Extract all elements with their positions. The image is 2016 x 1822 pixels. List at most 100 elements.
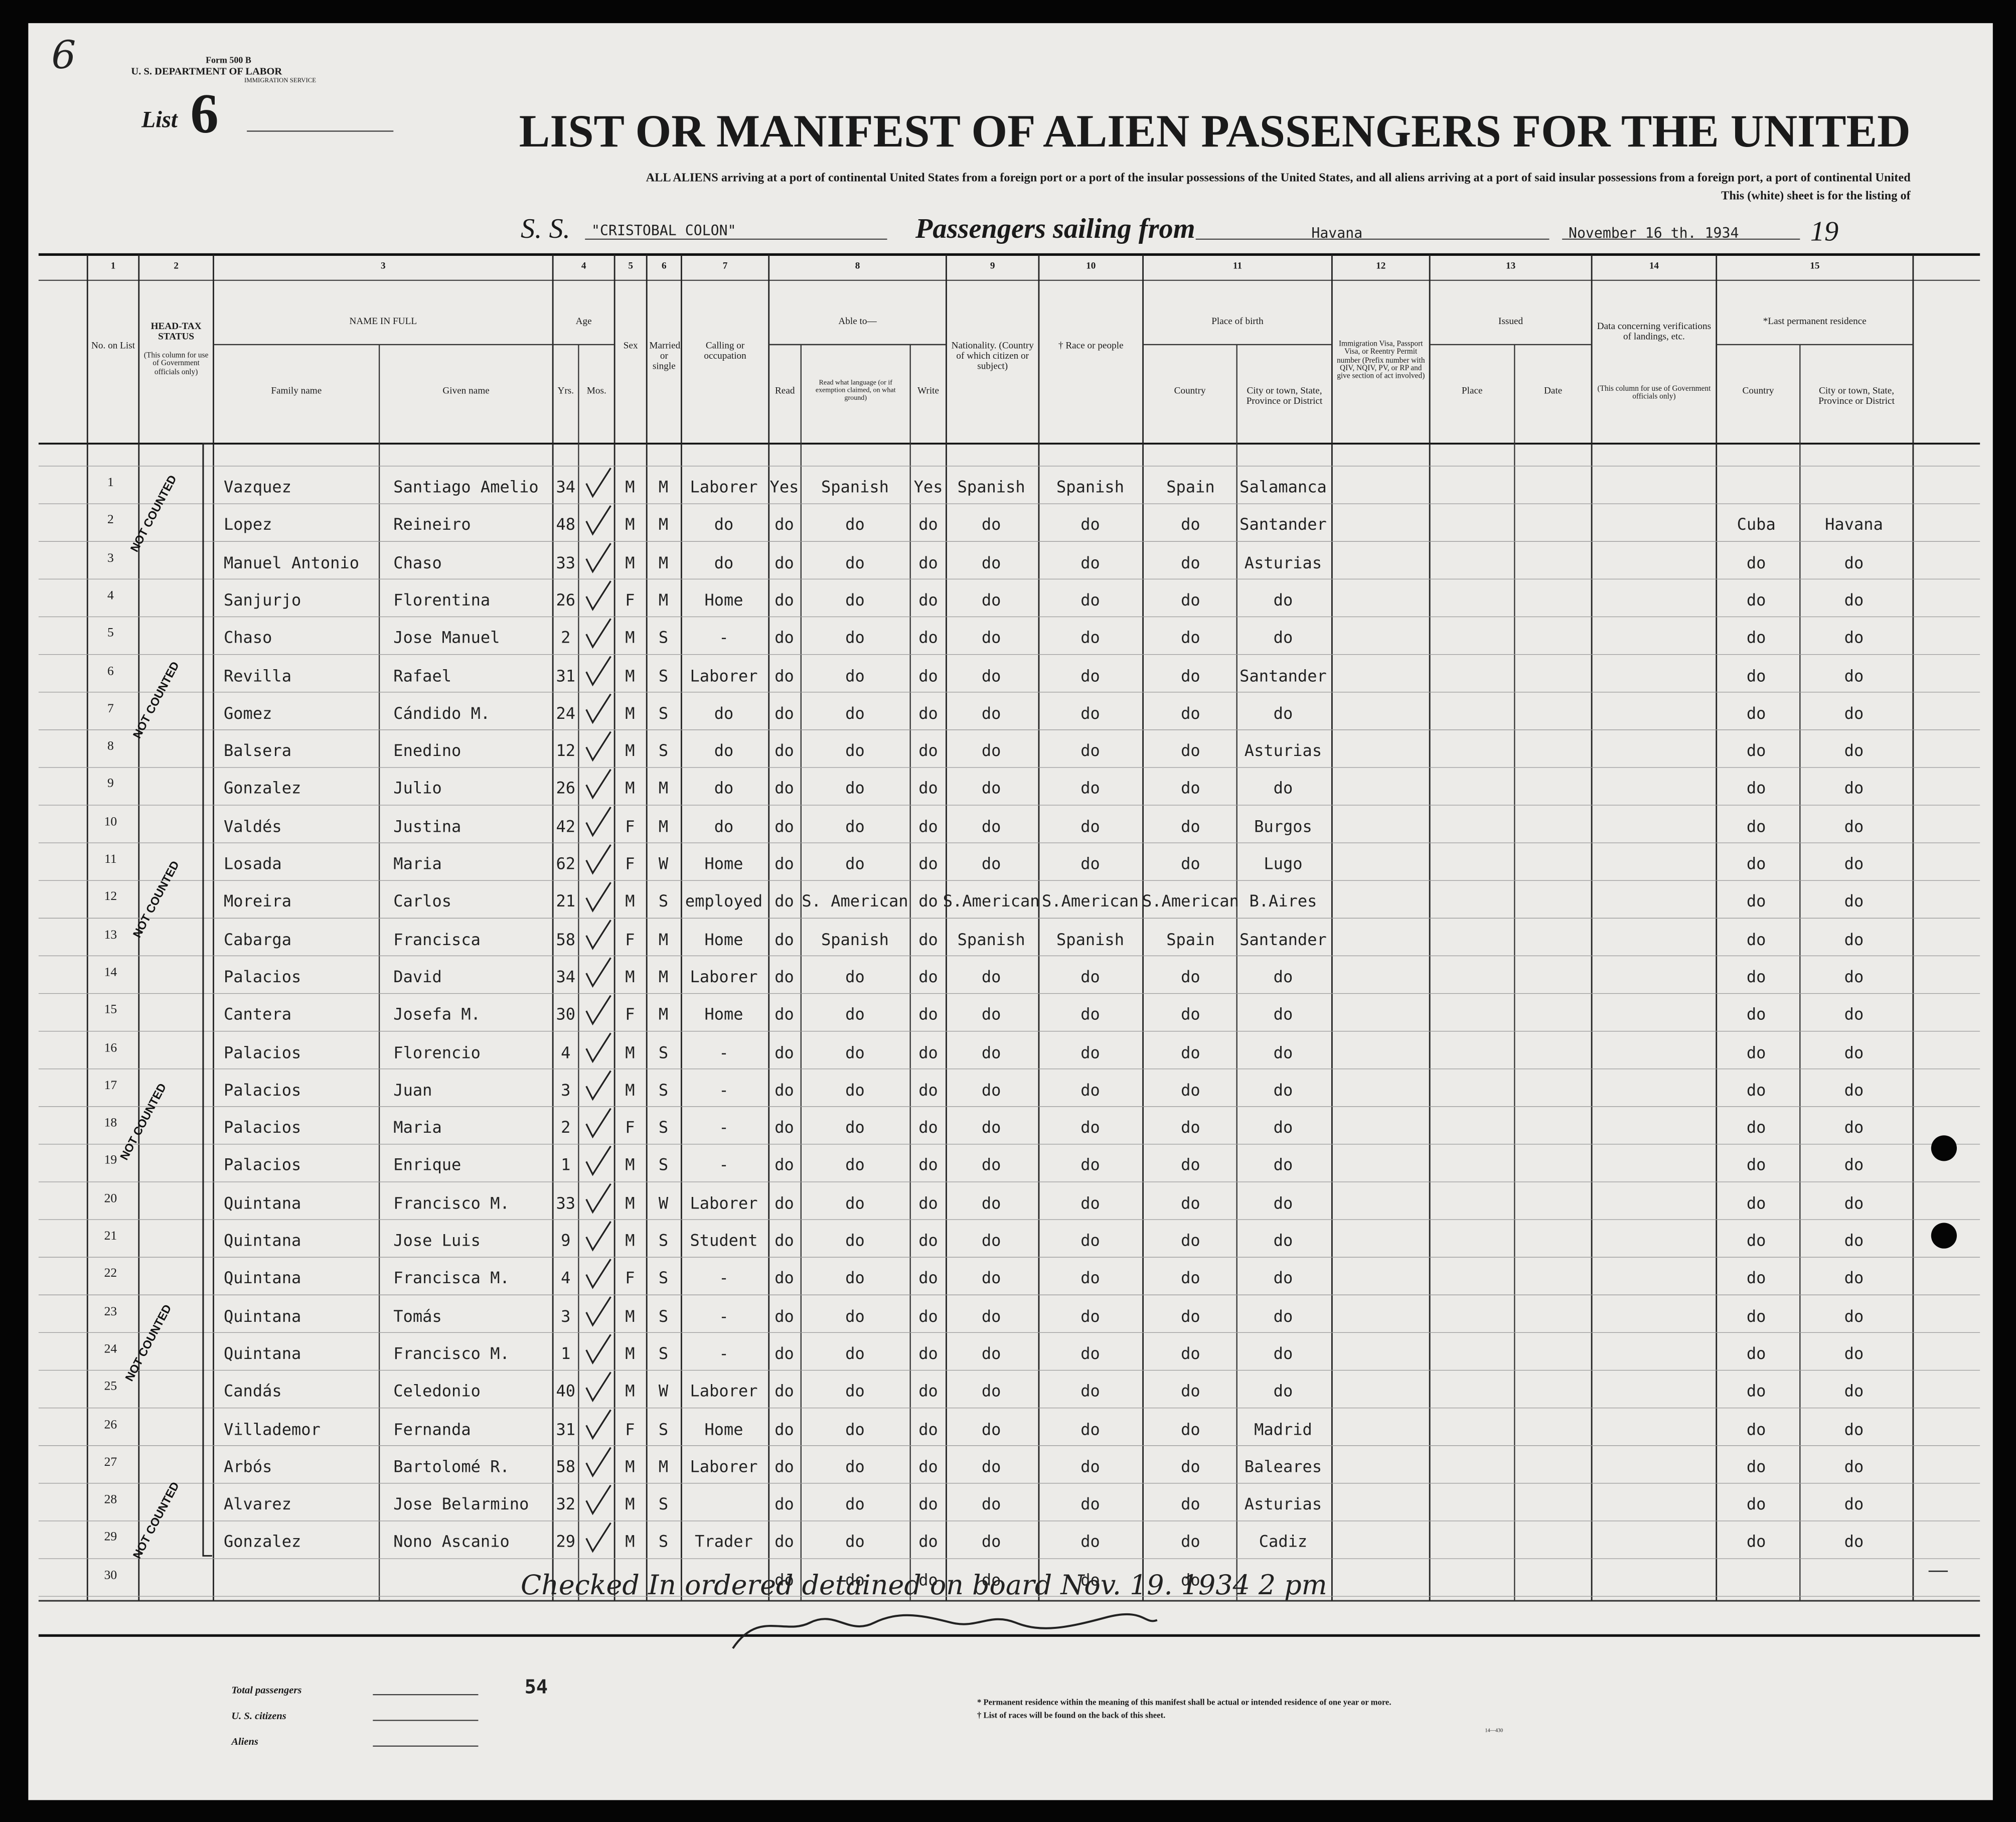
- ship-label: S. S.: [521, 212, 570, 244]
- cell-write: do: [918, 816, 938, 836]
- column-note: (This column for use of Government offic…: [143, 352, 209, 376]
- cell-write: do: [918, 1268, 938, 1288]
- cell-birth-country: do: [1181, 552, 1200, 572]
- column-subtitle: Given name: [442, 384, 490, 396]
- cell-birth-country: do: [1181, 1192, 1200, 1212]
- cell-birth-city: do: [1273, 1117, 1293, 1137]
- checkmark: [585, 806, 611, 837]
- cell-status: M: [658, 590, 669, 610]
- cell-language: Spanish: [821, 477, 889, 497]
- cell-sex: F: [625, 816, 635, 836]
- checkmark: [585, 1145, 611, 1176]
- cell-occupation: Home: [704, 1419, 743, 1438]
- cell-language: do: [845, 1494, 865, 1514]
- checkmark: [585, 1372, 611, 1403]
- cell-birth-city: do: [1273, 1381, 1293, 1401]
- cell-occupation: Home: [704, 590, 743, 610]
- cell-occupation: Student: [690, 1230, 758, 1250]
- cell-occupation: do: [714, 778, 734, 798]
- cell-given: Enrique: [393, 1155, 461, 1175]
- cell-family: Candás: [223, 1381, 282, 1401]
- row-number: 3: [107, 551, 114, 565]
- cell-family: Palacios: [223, 1117, 301, 1137]
- cell-birth-country: do: [1181, 740, 1200, 761]
- cell-sex: F: [625, 1004, 635, 1024]
- checkmark: [585, 693, 611, 724]
- cell-res-city: do: [1844, 552, 1864, 572]
- cell-res-country: do: [1746, 778, 1766, 798]
- year-label: 19: [1810, 215, 1839, 247]
- cell-status: M: [658, 552, 669, 572]
- checkmark: [585, 1484, 611, 1515]
- cell-birth-country: Spain: [1166, 929, 1215, 949]
- column-subtitle: Country: [1174, 384, 1206, 396]
- cell-write: do: [918, 1532, 938, 1552]
- cell-given: Justina: [393, 816, 461, 836]
- cell-given: Cándido M.: [393, 703, 491, 722]
- cell-occupation: Home: [704, 853, 743, 873]
- column-title: Data concerning verifications of landing…: [1597, 320, 1712, 342]
- column-subtitle: City or town, State, Province or Distric…: [1246, 384, 1323, 406]
- checkmark: [585, 1183, 611, 1214]
- cell-nationality: do: [981, 1456, 1001, 1476]
- cell-write: do: [918, 590, 938, 610]
- cell-read: do: [774, 1230, 794, 1250]
- cell-race: Spanish: [1056, 929, 1125, 949]
- cell-language: do: [845, 1306, 865, 1325]
- checkmark: [585, 468, 611, 498]
- cell-race: do: [1080, 1192, 1100, 1212]
- cell-read: do: [774, 1004, 794, 1024]
- cell-birth-country: do: [1181, 590, 1200, 610]
- column-subtitle: Write: [917, 384, 940, 396]
- cell-sex: M: [625, 1192, 635, 1212]
- cell-yrs: 58: [556, 1456, 576, 1476]
- cell-res-city: do: [1844, 665, 1864, 685]
- checkmark: [585, 1032, 611, 1064]
- cell-write: do: [918, 703, 938, 722]
- column-title: Issued: [1498, 315, 1523, 327]
- cell-status: M: [658, 1004, 669, 1024]
- handwritten-annotation: Checked In ordered detained on board Nov…: [521, 1570, 1327, 1601]
- checkmark: [585, 505, 611, 536]
- cell-res-city: do: [1844, 929, 1864, 949]
- cell-status: S: [658, 1155, 669, 1175]
- cell-given: Florentina: [393, 590, 491, 610]
- cell-family: Palacios: [223, 1042, 301, 1061]
- cell-res-country: do: [1746, 628, 1766, 647]
- checkmark: [585, 1070, 611, 1101]
- cell-read: do: [774, 740, 794, 761]
- row-number: 22: [104, 1267, 117, 1281]
- cell-res-country: do: [1746, 929, 1766, 949]
- cell-nationality: do: [981, 1268, 1001, 1288]
- row-number: 7: [107, 701, 114, 716]
- cell-read: do: [774, 1419, 794, 1438]
- cell-read: do: [774, 628, 794, 647]
- title: LIST OR MANIFEST OF ALIEN PASSENGERS FOR…: [519, 105, 1911, 157]
- column-number: 13: [1506, 259, 1516, 271]
- column-number: 5: [628, 259, 634, 271]
- checkmark: [585, 543, 611, 573]
- cell-yrs: 48: [556, 515, 576, 534]
- cell-nationality: do: [981, 515, 1001, 534]
- cell-status: M: [658, 1456, 669, 1476]
- cell-yrs: 12: [556, 740, 576, 761]
- cell-sex: M: [625, 891, 635, 911]
- sailing-label: Passengers sailing from: [915, 212, 1195, 244]
- cell-given: Julio: [393, 778, 442, 798]
- port: Havana: [1311, 225, 1363, 242]
- cell-occupation: -: [719, 1155, 729, 1175]
- cell-write: do: [918, 1306, 938, 1325]
- cell-birth-city: do: [1273, 1268, 1293, 1288]
- cell-write: do: [918, 1117, 938, 1137]
- checkmark: [585, 656, 611, 687]
- cell-status: S: [658, 703, 669, 722]
- cell-given: Tomás: [393, 1306, 442, 1325]
- cell-read: do: [774, 929, 794, 949]
- cell-birth-city: Asturias: [1244, 740, 1322, 761]
- cell-res-country: do: [1746, 1306, 1766, 1325]
- cell-yrs: 33: [556, 552, 576, 572]
- cell-given: Juan: [393, 1080, 432, 1099]
- cell-birth-city: Santander: [1239, 665, 1327, 685]
- cell-yrs: 26: [556, 590, 576, 610]
